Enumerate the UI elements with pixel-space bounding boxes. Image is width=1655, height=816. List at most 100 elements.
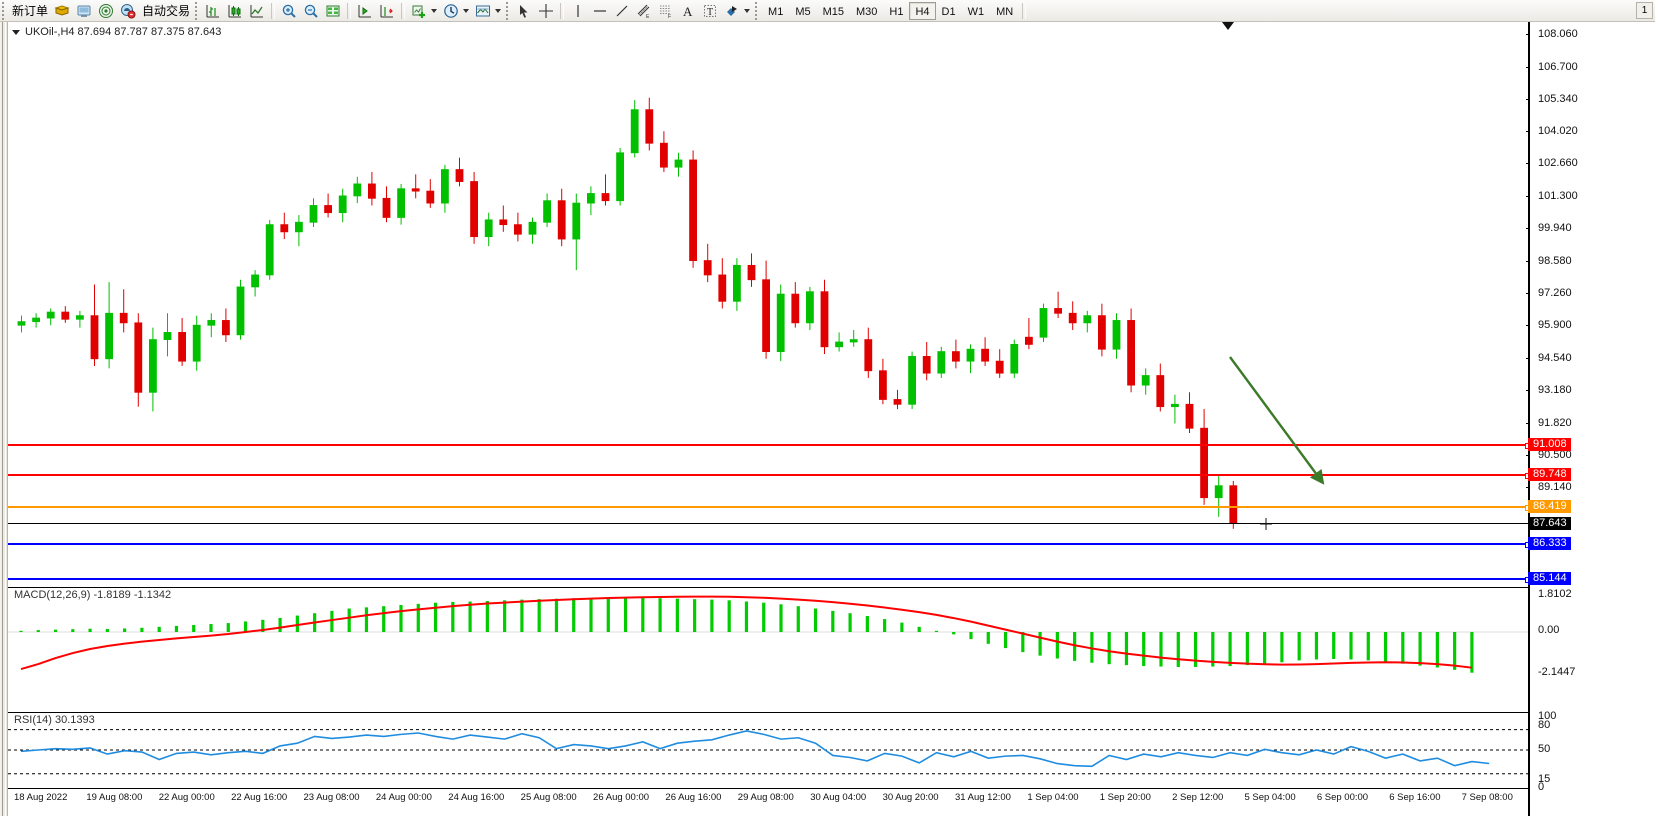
rsi-panel-top-border xyxy=(8,712,1528,713)
price-tick-label: 89.140 xyxy=(1538,481,1572,494)
timeframe-m1[interactable]: M1 xyxy=(768,5,784,18)
timeframe-m5[interactable]: M5 xyxy=(795,5,811,18)
timeframe-d1[interactable]: D1 xyxy=(941,5,956,18)
price-tick-label: 91.820 xyxy=(1538,416,1572,429)
rsi-panel-title: RSI(14) 30.1393 xyxy=(14,714,95,726)
price-tick-mark xyxy=(1526,228,1530,230)
timeframe-m15[interactable]: M15 xyxy=(822,5,844,18)
chart-rail-grip[interactable] xyxy=(2,22,6,816)
timeframe-mn[interactable]: MN xyxy=(996,5,1014,18)
price-tick-mark xyxy=(1526,390,1530,392)
price-tick-mark xyxy=(1526,34,1530,35)
down-arrow-annotation[interactable] xyxy=(1208,347,1348,507)
toolbar-grip-2[interactable] xyxy=(195,1,200,20)
terminal-icon[interactable] xyxy=(73,1,95,21)
wallet-icon[interactable] xyxy=(51,1,73,21)
price-level-tag-87643[interactable]: 87.643 xyxy=(1528,517,1571,530)
crosshair-icon[interactable] xyxy=(535,1,557,21)
tile-windows-icon[interactable] xyxy=(322,1,344,21)
time-axis[interactable]: 18 Aug 2022 19 Aug 08:00 22 Aug 00:00 22 Au… xyxy=(8,788,1528,816)
shapes-icon[interactable] xyxy=(721,1,753,21)
hline-level-85144[interactable] xyxy=(8,577,1531,583)
text-label-icon[interactable]: T xyxy=(699,1,721,21)
hline-icon[interactable] xyxy=(589,1,611,21)
time-tick-label: 18 Aug 2022 xyxy=(14,792,68,803)
macd-tick-label: -2.1447 xyxy=(1538,666,1576,678)
vline-icon[interactable] xyxy=(567,1,589,21)
toolbar-divider-3 xyxy=(401,2,406,19)
zoom-in-icon[interactable] xyxy=(278,1,300,21)
price-level-tag-85144[interactable]: 85.144 xyxy=(1528,572,1571,585)
chevron-down-icon-3[interactable] xyxy=(495,8,502,13)
new-order-button[interactable]: 新订单 xyxy=(9,1,51,21)
equidistant-channel-icon[interactable]: E xyxy=(633,1,655,21)
price-level-tag-88419[interactable]: 88.419 xyxy=(1528,500,1571,513)
price-tick-label: 98.580 xyxy=(1538,255,1572,268)
toolbar-divider-2 xyxy=(347,2,352,19)
price-axis[interactable]: 108.060 106.700 105.340 104.020 102.660 101.3… xyxy=(1526,22,1655,816)
time-tick-label: 2 Sep 12:00 xyxy=(1172,792,1224,803)
chart-title-text: UKOil-,H4 87.694 87.787 87.375 87.643 xyxy=(25,26,222,38)
toolbar-grip-3[interactable] xyxy=(506,1,511,20)
trendline-icon[interactable] xyxy=(611,1,633,21)
price-tick-label: 104.020 xyxy=(1538,124,1578,137)
zoom-out-icon[interactable] xyxy=(300,1,322,21)
indicators-icon[interactable] xyxy=(408,1,440,21)
chart-window[interactable]: UKOil-,H4 87.694 87.787 87.375 87.643 MA… xyxy=(0,22,1655,816)
timeframe-h1[interactable]: H1 xyxy=(889,5,904,18)
rsi-tick-label: 80 xyxy=(1538,719,1551,731)
text-icon[interactable]: A xyxy=(677,1,699,21)
auto-trading-button[interactable]: 自动交易 xyxy=(139,1,193,21)
price-tick-mark xyxy=(1526,454,1530,456)
timeframe-w1[interactable]: W1 xyxy=(967,5,985,18)
hline-level-current-price xyxy=(8,523,1528,524)
chart-shift-icon[interactable] xyxy=(376,1,398,21)
templates-icon[interactable] xyxy=(472,1,504,21)
period-icon[interactable] xyxy=(440,1,472,21)
rsi-tick-label: 100 xyxy=(1538,710,1557,722)
price-tick-label: 99.940 xyxy=(1538,222,1572,235)
chart-title-bar: UKOil-,H4 87.694 87.787 87.375 87.643 xyxy=(12,26,221,38)
chart-menu-caret-icon[interactable] xyxy=(12,29,20,35)
price-level-tag-91008[interactable]: 91.008 xyxy=(1528,438,1571,451)
candle-chart-icon[interactable] xyxy=(224,1,246,21)
autoscroll-icon[interactable] xyxy=(354,1,376,21)
macd-tick-label: 0.00 xyxy=(1538,624,1560,636)
macd-tick-label: 1.8102 xyxy=(1538,588,1572,600)
svg-text:F: F xyxy=(668,14,671,20)
price-level-tag-86333[interactable]: 86.333 xyxy=(1528,537,1571,550)
fibonacci-icon[interactable]: F xyxy=(655,1,677,21)
chevron-down-icon-4[interactable] xyxy=(744,8,751,13)
price-tick-mark xyxy=(1526,357,1530,359)
chart-plot-area[interactable]: UKOil-,H4 87.694 87.787 87.375 87.643 MA… xyxy=(8,22,1531,816)
price-level-tag-89748[interactable]: 89.748 xyxy=(1528,468,1571,481)
price-tick-label: 95.900 xyxy=(1538,319,1572,332)
main-toolbar: 新订单 自动交易 xyxy=(0,0,1655,22)
line-chart-icon[interactable] xyxy=(246,1,268,21)
time-tick-label: 22 Aug 16:00 xyxy=(231,792,288,803)
chevron-down-icon[interactable] xyxy=(431,8,438,13)
svg-text:T: T xyxy=(707,7,713,18)
time-tick-label: 31 Aug 12:00 xyxy=(954,792,1011,803)
macd-panel-title: MACD(12,26,9) -1.8189 -1.1342 xyxy=(14,589,172,601)
rsi-tick-label: 15 xyxy=(1538,773,1551,785)
time-tick-label: 24 Aug 00:00 xyxy=(375,792,432,803)
cursor-icon[interactable] xyxy=(513,1,535,21)
rsi-tick-label: 50 xyxy=(1538,743,1551,755)
timeframe-m30[interactable]: M30 xyxy=(856,5,878,18)
rsi-tick-label: 0 xyxy=(1538,781,1545,793)
time-tick-label: 6 Sep 16:00 xyxy=(1389,792,1441,803)
toolbar-grip[interactable] xyxy=(2,1,7,20)
timeframe-h4[interactable]: H4 xyxy=(909,1,936,20)
toolbar-grip-4[interactable] xyxy=(755,1,760,20)
hline-level-86333[interactable] xyxy=(8,542,1531,548)
signals-icon[interactable] xyxy=(95,1,117,21)
price-tick-mark xyxy=(1526,261,1530,263)
strategy-tester-icon[interactable] xyxy=(117,1,139,21)
time-tick-label: 6 Sep 00:00 xyxy=(1316,792,1369,803)
chevron-down-icon-2[interactable] xyxy=(463,8,470,13)
bar-chart-icon[interactable] xyxy=(202,1,224,21)
price-tick-mark xyxy=(1526,195,1530,197)
auto-trading-label: 自动交易 xyxy=(142,3,191,18)
window-corner-button[interactable]: 1 xyxy=(1636,2,1653,19)
